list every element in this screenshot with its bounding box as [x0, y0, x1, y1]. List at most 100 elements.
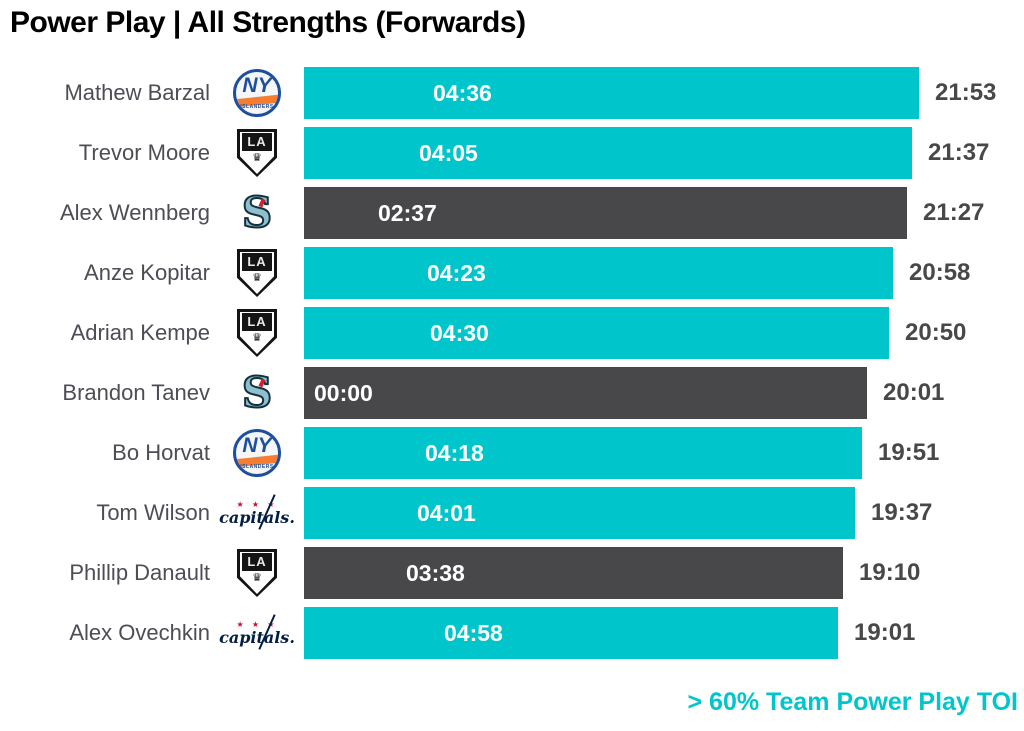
pp-toi-label: 04:30	[430, 320, 489, 346]
pp-toi-label: 04:05	[419, 140, 478, 166]
player-row: Alex Wennberg S 02:37 21:27	[0, 183, 1024, 243]
lak-crown-icon: ♛	[252, 272, 262, 284]
chart-title: Power Play | All Strengths (Forwards)	[10, 6, 526, 39]
player-row: Bo Horvat NY ISLANDERS 04:18 19:51	[0, 423, 1024, 483]
lak-crown-icon: ♛	[252, 332, 262, 344]
total-toi-label: 19:01	[854, 619, 916, 646]
player-row: Alex Ovechkin ★ ★ ★ capitals. 04:58 19:01	[0, 603, 1024, 663]
team-logo: ★ ★ ★ capitals.	[210, 483, 304, 543]
nyi-islanders-text: ISLANDERS	[240, 464, 274, 470]
los-angeles-kings-logo-icon: LA ♛	[237, 129, 277, 177]
team-logo: LA ♛	[210, 543, 304, 603]
lak-crown-icon: ♛	[252, 152, 262, 164]
bar-cell: 04:18 19:51	[304, 423, 1024, 483]
lak-crown-icon: ♛	[252, 572, 262, 584]
pp-toi-label: 02:37	[378, 200, 437, 226]
los-angeles-kings-logo-icon: LA ♛	[237, 249, 277, 297]
player-name: Adrian Kempe	[70, 320, 210, 345]
total-toi-label: 19:51	[878, 439, 940, 466]
player-name: Anze Kopitar	[84, 260, 210, 285]
player-name: Tom Wilson	[96, 500, 210, 525]
wsh-capitals-text: capitals.	[219, 628, 295, 647]
player-row: Mathew Barzal NY ISLANDERS 04:36 21:53	[0, 63, 1024, 123]
bar-cell: 04:30 20:50	[304, 303, 1024, 363]
total-toi-label: 20:01	[883, 379, 945, 406]
player-row: Adrian Kempe LA ♛ 04:30 20:50	[0, 303, 1024, 363]
kraken-eye	[258, 378, 266, 388]
legend-annotation: > 60% Team Power Play TOI	[687, 688, 1018, 716]
bar-rows: Mathew Barzal NY ISLANDERS 04:36 21:53 Tr…	[0, 63, 1024, 663]
toi-bar: 04:36	[304, 67, 919, 119]
seattle-kraken-logo-icon: S	[241, 188, 273, 237]
los-angeles-kings-logo-icon: LA ♛	[237, 309, 277, 357]
pp-toi-label: 04:58	[444, 620, 503, 646]
lak-la-text: LA	[242, 253, 272, 271]
wsh-stars: ★ ★ ★	[236, 620, 278, 629]
toi-bar: 04:05	[304, 127, 912, 179]
team-logo: LA ♛	[210, 303, 304, 363]
washington-capitals-logo-icon: ★ ★ ★ capitals.	[214, 494, 300, 530]
total-toi-label: 20:50	[905, 319, 967, 346]
seattle-kraken-logo-icon: S	[241, 368, 273, 417]
total-toi-label: 21:53	[935, 79, 997, 106]
player-row: Brandon Tanev S 00:00 20:01	[0, 363, 1024, 423]
toi-bar: 04:01	[304, 487, 855, 539]
player-row: Anze Kopitar LA ♛ 04:23 20:58	[0, 243, 1024, 303]
nyi-islanders-text: ISLANDERS	[240, 104, 274, 110]
team-logo: ★ ★ ★ capitals.	[210, 603, 304, 663]
bar-cell: 03:38 19:10	[304, 543, 1024, 603]
bar-cell: 04:58 19:01	[304, 603, 1024, 663]
pp-toi-label: 04:23	[427, 260, 486, 286]
player-name: Mathew Barzal	[64, 80, 210, 105]
team-logo: NY ISLANDERS	[210, 423, 304, 483]
player-name: Phillip Danault	[69, 560, 210, 585]
lak-la-text: LA	[242, 133, 272, 151]
bar-cell: 00:00 20:01	[304, 363, 1024, 423]
total-toi-label: 21:27	[923, 199, 985, 226]
team-logo: NY ISLANDERS	[210, 63, 304, 123]
player-name: Brandon Tanev	[62, 380, 210, 405]
washington-capitals-logo-icon: ★ ★ ★ capitals.	[214, 614, 300, 650]
bar-cell: 04:01 19:37	[304, 483, 1024, 543]
toi-bar: 04:30	[304, 307, 889, 359]
player-name: Alex Wennberg	[59, 200, 210, 225]
player-name: Bo Horvat	[112, 440, 210, 465]
team-logo: S	[210, 183, 304, 243]
total-toi-label: 20:58	[909, 259, 971, 286]
nyi-ny-text: NY	[242, 434, 272, 457]
player-name: Trevor Moore	[78, 140, 210, 165]
toi-bar: 00:00	[304, 367, 867, 419]
toi-bar: 03:38	[304, 547, 843, 599]
toi-bar: 02:37	[304, 187, 907, 239]
wsh-capitals-text: capitals.	[219, 508, 295, 527]
bar-cell: 04:36 21:53	[304, 63, 1024, 123]
pp-toi-label: 04:01	[417, 500, 476, 526]
team-logo: LA ♛	[210, 243, 304, 303]
player-name: Alex Ovechkin	[69, 620, 210, 645]
team-logo: LA ♛	[210, 123, 304, 183]
pp-toi-label: 03:38	[406, 560, 465, 586]
player-row: Tom Wilson ★ ★ ★ capitals. 04:01 19:37	[0, 483, 1024, 543]
toi-bar: 04:23	[304, 247, 893, 299]
lak-la-text: LA	[242, 553, 272, 571]
player-row: Phillip Danault LA ♛ 03:38 19:10	[0, 543, 1024, 603]
bar-cell: 02:37 21:27	[304, 183, 1024, 243]
team-logo: S	[210, 363, 304, 423]
total-toi-label: 19:37	[871, 499, 933, 526]
total-toi-label: 21:37	[928, 139, 990, 166]
player-row: Trevor Moore LA ♛ 04:05 21:37	[0, 123, 1024, 183]
lak-la-text: LA	[242, 313, 272, 331]
total-toi-label: 19:10	[859, 559, 921, 586]
nyi-ny-text: NY	[242, 74, 272, 97]
pp-toi-label: 04:36	[433, 80, 492, 106]
new-york-islanders-logo-icon: NY ISLANDERS	[233, 429, 281, 477]
new-york-islanders-logo-icon: NY ISLANDERS	[233, 69, 281, 117]
kraken-eye	[258, 198, 266, 208]
pp-toi-label: 04:18	[425, 440, 484, 466]
toi-bar: 04:18	[304, 427, 862, 479]
bar-cell: 04:23 20:58	[304, 243, 1024, 303]
toi-bar: 04:58	[304, 607, 838, 659]
pp-toi-label: 00:00	[314, 380, 373, 406]
bar-cell: 04:05 21:37	[304, 123, 1024, 183]
